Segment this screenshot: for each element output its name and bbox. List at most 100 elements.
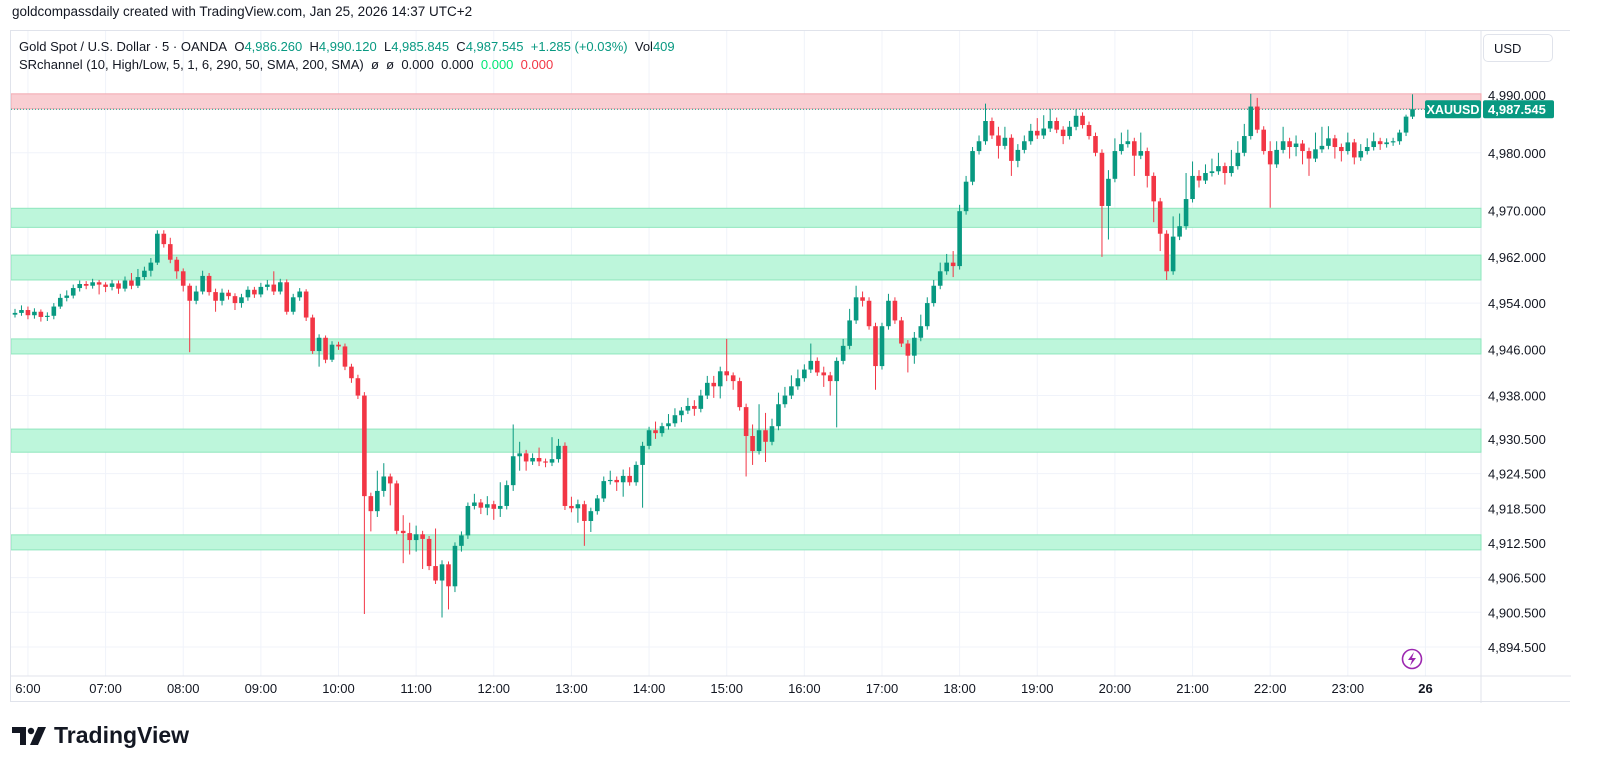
- candle-down[interactable]: [653, 430, 658, 434]
- candle-down[interactable]: [96, 282, 102, 285]
- candle-down[interactable]: [1254, 106, 1260, 130]
- candle-up[interactable]: [135, 277, 141, 286]
- candle-up[interactable]: [1028, 130, 1034, 142]
- candle-down[interactable]: [129, 280, 134, 286]
- candle-down[interactable]: [1099, 152, 1105, 206]
- candle-up[interactable]: [1326, 138, 1331, 146]
- candle-up[interactable]: [1183, 199, 1189, 227]
- candle-up[interactable]: [1041, 128, 1047, 136]
- candle-up[interactable]: [840, 345, 846, 361]
- candle-up[interactable]: [1209, 171, 1215, 174]
- candle-down[interactable]: [252, 289, 257, 295]
- candle-down[interactable]: [387, 476, 393, 484]
- candle-up[interactable]: [77, 284, 82, 289]
- candle-up[interactable]: [769, 426, 775, 442]
- candle-up[interactable]: [459, 535, 464, 546]
- candle-up[interactable]: [886, 300, 891, 327]
- candle-down[interactable]: [1287, 141, 1292, 148]
- candle-up[interactable]: [142, 270, 147, 278]
- candle-down[interactable]: [1144, 151, 1150, 176]
- candle-up[interactable]: [64, 295, 70, 298]
- candle-up[interactable]: [57, 297, 63, 307]
- candle-up[interactable]: [1293, 143, 1299, 148]
- candle-up[interactable]: [1047, 121, 1053, 129]
- candle-up[interactable]: [193, 291, 199, 301]
- candle-up[interactable]: [963, 181, 969, 212]
- candle-down[interactable]: [730, 375, 736, 382]
- candle-up[interactable]: [517, 453, 522, 457]
- candle-up[interactable]: [1345, 142, 1351, 152]
- candle-down[interactable]: [407, 533, 412, 541]
- candle-down[interactable]: [1332, 138, 1338, 148]
- candle-up[interactable]: [109, 283, 115, 287]
- candle-up[interactable]: [717, 371, 723, 387]
- candle-down[interactable]: [232, 296, 238, 304]
- candle-up[interactable]: [575, 504, 581, 509]
- candle-up[interactable]: [1235, 152, 1241, 167]
- candle-down[interactable]: [368, 496, 374, 512]
- candle-down[interactable]: [562, 445, 568, 506]
- candle-up[interactable]: [601, 481, 607, 499]
- candle-up[interactable]: [1112, 151, 1118, 179]
- candle-up[interactable]: [265, 284, 270, 287]
- candle-down[interactable]: [116, 283, 121, 289]
- candle-up[interactable]: [277, 282, 283, 292]
- candle-up[interactable]: [924, 303, 930, 327]
- candle-up[interactable]: [472, 502, 477, 506]
- candle-up[interactable]: [679, 410, 684, 416]
- candle-down[interactable]: [692, 405, 697, 409]
- candle-up[interactable]: [258, 286, 264, 295]
- candle-down[interactable]: [899, 320, 904, 344]
- candle-down[interactable]: [323, 337, 328, 360]
- candle-down[interactable]: [989, 121, 995, 136]
- currency-button[interactable]: USD: [1483, 34, 1553, 62]
- candle-down[interactable]: [1093, 136, 1098, 153]
- candle-up[interactable]: [1067, 126, 1072, 137]
- candle-down[interactable]: [1060, 129, 1066, 137]
- candle-up[interactable]: [620, 475, 626, 483]
- candle-down[interactable]: [83, 284, 89, 286]
- candle-up[interactable]: [51, 306, 57, 316]
- candle-down[interactable]: [543, 461, 548, 463]
- candle-up[interactable]: [19, 310, 24, 313]
- candle-down[interactable]: [1132, 141, 1137, 156]
- candle-up[interactable]: [918, 326, 924, 338]
- candle-up[interactable]: [70, 288, 76, 296]
- candle-up[interactable]: [666, 423, 671, 427]
- candle-up[interactable]: [944, 262, 949, 272]
- candle-up[interactable]: [329, 344, 335, 360]
- candle-down[interactable]: [1267, 151, 1273, 165]
- candle-up[interactable]: [148, 262, 154, 271]
- candle-down[interactable]: [737, 381, 742, 408]
- candle-up[interactable]: [1403, 116, 1409, 133]
- candle-down[interactable]: [1261, 129, 1267, 152]
- candle-up[interactable]: [497, 505, 503, 509]
- candle-up[interactable]: [200, 275, 205, 292]
- candle-down[interactable]: [1054, 121, 1059, 130]
- candle-up[interactable]: [1002, 137, 1008, 146]
- candle-down[interactable]: [446, 564, 451, 587]
- candle-down[interactable]: [1222, 166, 1228, 174]
- candle-down[interactable]: [336, 344, 341, 347]
- candle-down[interactable]: [303, 291, 309, 318]
- candle-down[interactable]: [420, 534, 425, 539]
- candle-up[interactable]: [530, 457, 535, 462]
- candle-up[interactable]: [659, 426, 665, 434]
- candle-down[interactable]: [310, 317, 315, 352]
- candle-up[interactable]: [290, 297, 296, 312]
- candle-down[interactable]: [614, 479, 620, 483]
- candle-up[interactable]: [1106, 178, 1111, 206]
- candle-up[interactable]: [1410, 109, 1415, 117]
- candle-up[interactable]: [879, 326, 885, 367]
- candle-up[interactable]: [1190, 175, 1195, 200]
- candle-up[interactable]: [1280, 141, 1286, 150]
- candle-down[interactable]: [400, 530, 406, 534]
- candle-up[interactable]: [1371, 141, 1376, 148]
- candle-down[interactable]: [362, 395, 367, 497]
- candle-up[interactable]: [122, 280, 128, 289]
- candle-up[interactable]: [672, 415, 678, 424]
- candle-up[interactable]: [685, 405, 691, 411]
- candle-down[interactable]: [763, 430, 768, 442]
- candle-down[interactable]: [724, 371, 729, 376]
- candle-up[interactable]: [381, 476, 387, 491]
